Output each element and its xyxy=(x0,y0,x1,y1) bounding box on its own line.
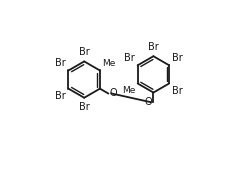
Text: Me: Me xyxy=(102,59,116,68)
Text: Br: Br xyxy=(172,53,183,63)
Text: Br: Br xyxy=(79,47,90,57)
Text: Br: Br xyxy=(55,58,65,68)
Text: Br: Br xyxy=(55,91,65,101)
Text: Me: Me xyxy=(122,86,135,95)
Text: O: O xyxy=(145,97,153,107)
Text: Br: Br xyxy=(79,102,90,112)
Text: Br: Br xyxy=(124,53,135,63)
Text: Br: Br xyxy=(148,42,159,52)
Text: Br: Br xyxy=(172,86,183,96)
Text: O: O xyxy=(109,88,117,98)
